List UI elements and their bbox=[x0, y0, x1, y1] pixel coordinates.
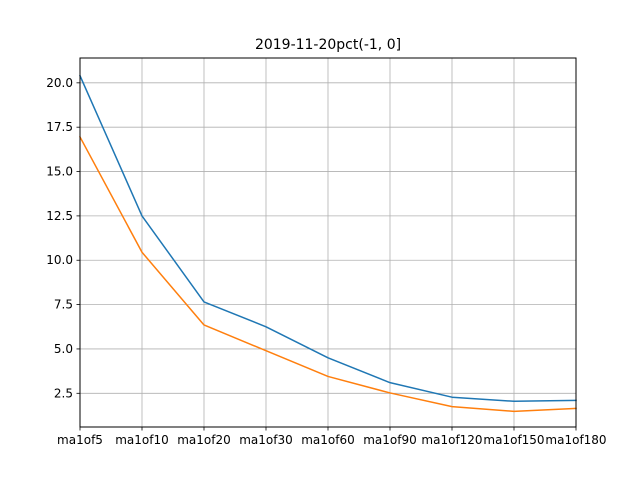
grid-layer bbox=[79, 58, 577, 427]
y-tick-label: 20.0 bbox=[46, 76, 73, 90]
y-tick-label: 15.0 bbox=[46, 165, 73, 179]
x-tick-label: ma1of10 bbox=[115, 433, 169, 447]
series-line-1 bbox=[79, 74, 577, 403]
x-tick-label: ma1of30 bbox=[239, 433, 293, 447]
y-tick-label: 2.5 bbox=[54, 386, 73, 400]
y-axis-ticks: 2.5 5.0 7.5 10.0 12.5 15.0 17.5 20.0 bbox=[46, 76, 80, 400]
series-layer bbox=[78, 74, 577, 413]
y-tick-label: 12.5 bbox=[46, 209, 73, 223]
x-tick-label: ma1of120 bbox=[421, 433, 482, 447]
x-tick-label: ma1of150 bbox=[483, 433, 544, 447]
y-tick-label: 7.5 bbox=[54, 298, 73, 312]
y-tick-label: 17.5 bbox=[46, 120, 73, 134]
x-tick-label: ma1of180 bbox=[545, 433, 606, 447]
x-tick-label: ma1of5 bbox=[57, 433, 103, 447]
chart-title: 2019-11-20pct(-1, 0] bbox=[255, 37, 401, 53]
x-axis-ticks: ma1of5 ma1of10 ma1of20 ma1of30 ma1of60 ma1of9… bbox=[57, 427, 607, 447]
x-tick-label: ma1of20 bbox=[177, 433, 231, 447]
series-line-2 bbox=[78, 135, 577, 413]
x-tick-label: ma1of90 bbox=[363, 433, 417, 447]
x-tick-label: ma1of60 bbox=[301, 433, 355, 447]
y-tick-label: 10.0 bbox=[46, 253, 73, 267]
y-tick-label: 5.0 bbox=[54, 342, 73, 356]
